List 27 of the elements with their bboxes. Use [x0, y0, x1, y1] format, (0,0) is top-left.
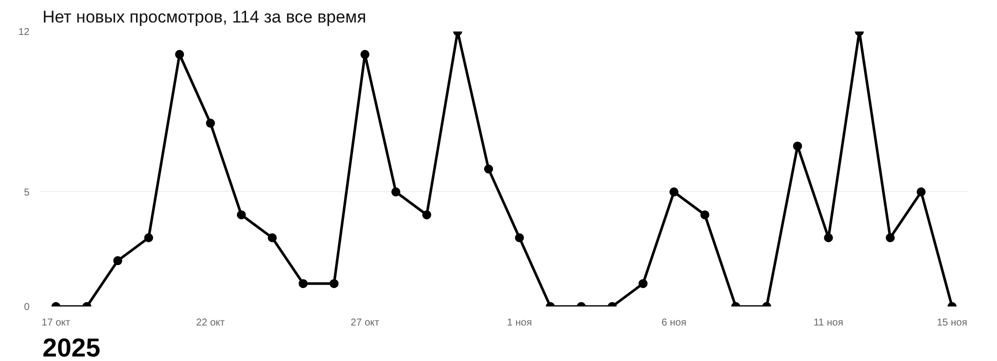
- point: [113, 256, 122, 266]
- point: [824, 233, 833, 242]
- point: [700, 210, 710, 220]
- point: [916, 187, 926, 196]
- x-tick-label: 1 ноя: [507, 318, 532, 328]
- y-tick-label: 0: [24, 302, 30, 313]
- point: [144, 233, 154, 242]
- point: [422, 210, 432, 220]
- x-tick-label: 15 ноя: [936, 318, 968, 328]
- point: [669, 187, 678, 196]
- point: [206, 118, 215, 128]
- point: [886, 233, 895, 242]
- point: [484, 164, 494, 174]
- point: [793, 142, 802, 151]
- chart-title: Нет новых просмотров, 114 за все время: [42, 8, 366, 26]
- x-tick-label: 27 окт: [350, 318, 380, 328]
- x-tick-label: 17 окт: [42, 318, 71, 328]
- y-tick-label: 5: [24, 187, 30, 198]
- x-tick-label: 6 ноя: [662, 318, 686, 328]
- x-tick-label: 22 окт: [196, 318, 226, 328]
- point: [514, 233, 524, 242]
- point: [236, 210, 246, 220]
- point: [268, 233, 277, 242]
- x-tick-label: 11 ноя: [814, 318, 844, 328]
- text: 2025: [42, 332, 100, 361]
- y-tick-label: 12: [18, 27, 30, 38]
- point: [391, 187, 400, 196]
